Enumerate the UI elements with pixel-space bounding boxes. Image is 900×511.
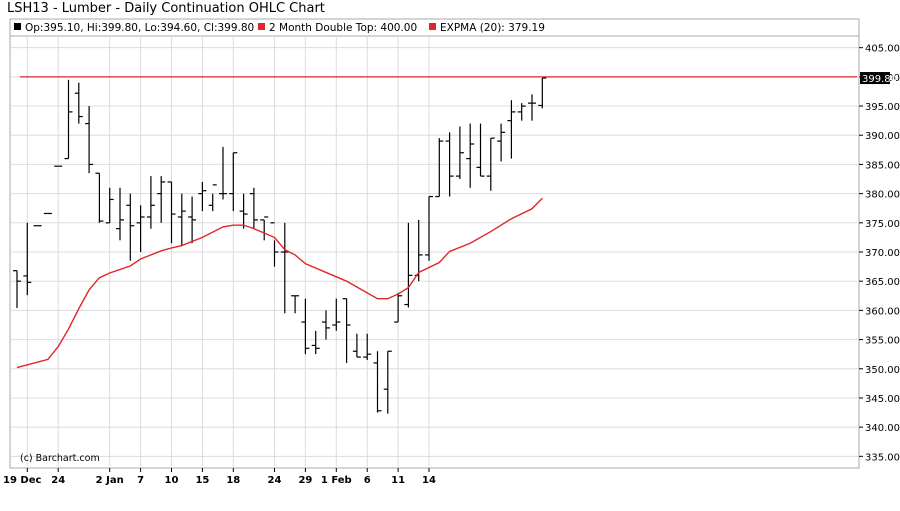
ohlc-bar — [95, 172, 104, 223]
ohlc-bar — [455, 126, 464, 180]
y-tick-label: 405.00 — [865, 44, 900, 55]
x-tick-label: 14 — [422, 475, 436, 486]
x-tick-label: 10 — [165, 475, 179, 486]
ohlc-bar — [486, 137, 495, 191]
ohlc-bar — [322, 310, 330, 340]
y-axis: 335.00 340.00 345.00 350.00 355.00 360.00 365.… — [859, 44, 900, 463]
x-tick-label: 7 — [137, 475, 144, 486]
ohlc-bar — [301, 298, 310, 355]
ohlc-bar — [116, 187, 124, 241]
ohlc-bar — [425, 195, 433, 261]
x-axis: 19 Dec 24 2 Jan 7 10 15 18 24 29 1 Feb 6 11 14 — [3, 468, 436, 486]
ohlc-bar — [383, 350, 392, 414]
x-tick-label: 1 Feb — [321, 475, 352, 486]
x-tick-label: 2 Jan — [96, 475, 124, 486]
legend-ohlc-swatch — [14, 23, 21, 30]
x-tick-label: 6 — [364, 475, 371, 486]
legend-expma-label: EXPMA (20): 379.19 — [440, 22, 545, 34]
ohlc-bar — [13, 270, 21, 309]
ohlc-bar — [373, 351, 382, 413]
y-tick-label: 385.00 — [865, 160, 900, 171]
x-tick-label: 11 — [391, 475, 405, 486]
y-tick-label: 345.00 — [865, 394, 900, 405]
ohlc-bar — [249, 187, 258, 229]
ohlc-bar — [229, 152, 238, 212]
legend-double-top-label: 2 Month Double Top: 400.00 — [269, 22, 417, 34]
ohlc-bar — [260, 216, 269, 241]
ohlc-bar — [435, 138, 444, 198]
ohlc-bar — [74, 82, 83, 124]
y-tick-label: 370.00 — [865, 248, 900, 259]
chart-title: LSH13 - Lumber - Daily Continuation OHLC… — [7, 1, 325, 16]
y-tick-label: 390.00 — [865, 131, 900, 142]
ohlc-bar — [85, 106, 94, 174]
y-tick-label: 375.00 — [865, 219, 900, 230]
ohlc-bar — [538, 77, 547, 109]
ohlc-bar — [136, 205, 145, 252]
ohlc-bar — [291, 295, 300, 314]
x-tick-label: 18 — [226, 475, 240, 486]
ohlc-bar — [177, 193, 186, 247]
ohlc-bar — [167, 181, 176, 244]
price-tag: 399.80 — [860, 72, 897, 85]
ohlc-bar — [146, 176, 155, 229]
ohlc-bar — [352, 333, 361, 358]
y-tick-label: 350.00 — [865, 365, 900, 376]
x-tick-label: 24 — [268, 475, 282, 486]
ohlc-bar — [404, 222, 413, 308]
x-tick-label: 24 — [51, 475, 65, 486]
ohlc-bar — [64, 79, 73, 160]
watermark: (c) Barchart.com — [20, 453, 100, 464]
y-tick-label: 365.00 — [865, 277, 900, 288]
ohlc-bar — [517, 103, 526, 121]
ohlc-bar — [239, 193, 248, 229]
y-tick-label: 380.00 — [865, 190, 900, 201]
ohlc-bar — [507, 100, 516, 159]
ohlc-bar — [466, 123, 475, 188]
y-tick-label: 395.00 — [865, 102, 900, 113]
ohlc-bar — [188, 196, 197, 244]
ohlc-bar — [198, 181, 207, 212]
legend-double-top-swatch — [258, 23, 265, 30]
ohlc-bar — [342, 298, 351, 363]
legend-expma-swatch — [429, 23, 436, 30]
ohlc-bar — [497, 123, 506, 162]
y-tick-label: 335.00 — [865, 452, 900, 463]
ohlc-bar — [270, 222, 279, 267]
ohlc-bar — [363, 333, 372, 360]
y-tick-label: 355.00 — [865, 336, 900, 347]
ohlc-bar — [332, 298, 341, 331]
ohlc-bar — [208, 184, 217, 212]
ohlc-bar — [105, 187, 114, 224]
legend-ohlc-label: Op:395.10, Hi:399.80, Lo:394.60, Cl:399.… — [25, 22, 254, 34]
ohlc-bar — [394, 292, 403, 323]
ohlc-bar — [476, 123, 485, 177]
price-tag-text: 399.80 — [862, 74, 897, 85]
ohlc-bar — [126, 193, 135, 261]
y-tick-label: 360.00 — [865, 306, 900, 317]
ohlc-bar — [528, 94, 536, 121]
ohlc-bar — [219, 146, 227, 200]
ohlc-bar — [157, 176, 166, 223]
x-tick-label: 15 — [195, 475, 209, 486]
ohlc-bar — [445, 132, 454, 197]
x-tick-label: 29 — [298, 475, 312, 486]
price-tag-box — [860, 72, 890, 85]
ohlc-bars — [13, 77, 547, 414]
y-tick-label: 340.00 — [865, 423, 900, 434]
x-tick-label: 19 Dec — [3, 475, 41, 486]
ohlc-bar — [311, 330, 320, 355]
expma-line — [16, 197, 543, 369]
ohlc-bar — [23, 222, 32, 296]
